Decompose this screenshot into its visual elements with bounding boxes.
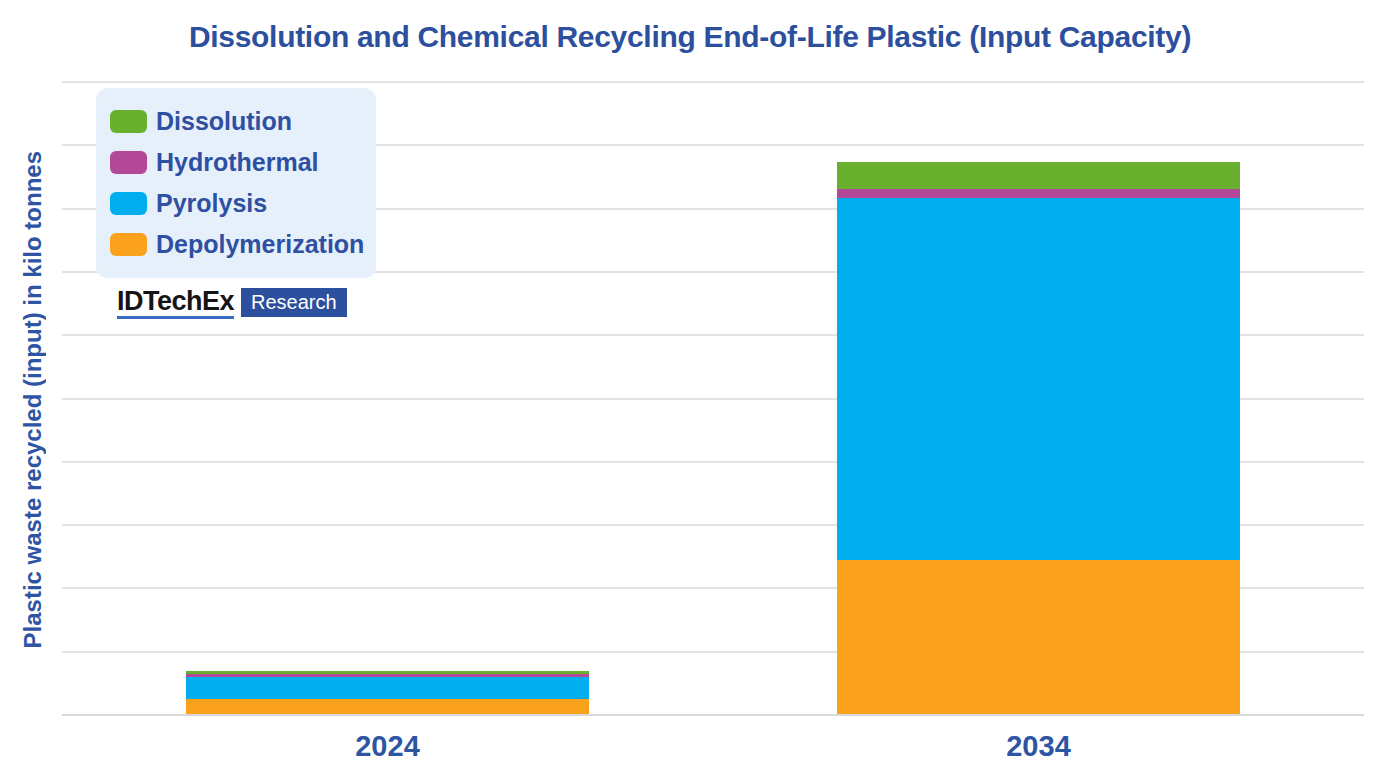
legend-label-depolymerization: Depolymerization (156, 230, 364, 259)
x-tick-2034: 2034 (1006, 730, 1071, 763)
x-tick-2024: 2024 (355, 730, 420, 763)
segment-dissolution-2034 (837, 162, 1241, 189)
x-axis: 2024 2034 (62, 730, 1364, 766)
gridline (62, 81, 1364, 83)
x-axis-baseline (62, 714, 1364, 716)
legend-swatch-depolymerization (110, 233, 147, 256)
bar-2034 (837, 162, 1241, 714)
legend-swatch-dissolution (110, 110, 147, 133)
y-axis-label: Plastic waste recycled (input) in kilo t… (12, 110, 54, 690)
legend-label-pyrolysis: Pyrolysis (156, 189, 267, 218)
idtechex-logo: IDTechEx Research (117, 288, 347, 319)
legend-item-depolymerization: Depolymerization (110, 224, 362, 265)
legend-swatch-pyrolysis (110, 192, 147, 215)
segment-depolymerization-2034 (837, 560, 1241, 714)
segment-depolymerization-2024 (186, 699, 590, 714)
legend-item-dissolution: Dissolution (110, 101, 362, 142)
logo-brand-text: IDTechEx (117, 288, 234, 319)
bar-2024 (186, 671, 590, 714)
legend: Dissolution Hydrothermal Pyrolysis Depolyme… (96, 88, 376, 278)
legend-item-hydrothermal: Hydrothermal (110, 142, 362, 183)
segment-pyrolysis-2034 (837, 198, 1241, 559)
chart-title: Dissolution and Chemical Recycling End-o… (0, 20, 1380, 54)
chart-page: Dissolution and Chemical Recycling End-o… (0, 0, 1380, 775)
legend-item-pyrolysis: Pyrolysis (110, 183, 362, 224)
segment-pyrolysis-2024 (186, 677, 590, 699)
legend-label-hydrothermal: Hydrothermal (156, 148, 319, 177)
legend-label-dissolution: Dissolution (156, 107, 292, 136)
logo-research-badge: Research (241, 288, 347, 317)
segment-hydrothermal-2034 (837, 189, 1241, 198)
legend-swatch-hydrothermal (110, 151, 147, 174)
